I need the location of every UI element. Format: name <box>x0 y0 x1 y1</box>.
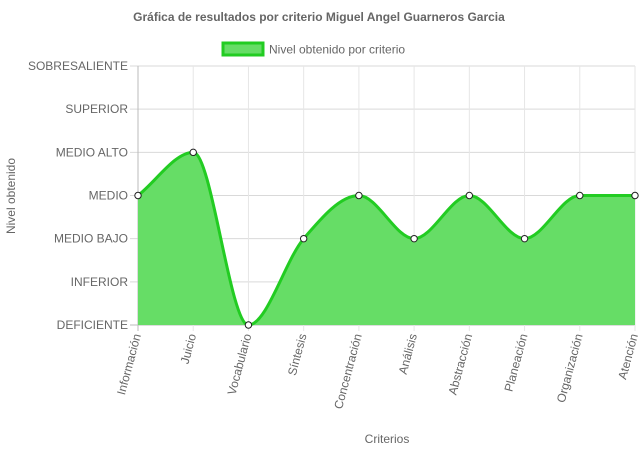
y-tick-label: SUPERIOR <box>65 102 128 116</box>
data-point[interactable] <box>520 234 529 243</box>
x-tick-label: Atención <box>615 332 639 381</box>
y-tick-label: MEDIO ALTO <box>56 145 128 159</box>
data-point[interactable] <box>465 191 474 200</box>
y-tick-label: SOBRESALIENTE <box>28 59 128 73</box>
x-tick-label: Síntesis <box>285 332 310 377</box>
x-tick-label: Organización <box>554 332 586 404</box>
x-tick-label: Vocabulario <box>225 332 255 397</box>
y-tick-label: DEFICIENTE <box>57 318 128 332</box>
chart-title: Gráfica de resultados por criterio Migue… <box>133 10 505 24</box>
legend[interactable]: Nivel obtenido por criterio <box>221 41 405 57</box>
data-point[interactable] <box>299 234 308 243</box>
y-axis: DEFICIENTE INFERIOR MEDIO BAJO MEDIO MEDIO A… <box>28 59 128 332</box>
x-tick-label: Análisis <box>396 332 420 376</box>
x-tick-label: Concentración <box>331 332 365 410</box>
y-tick-label: MEDIO BAJO <box>54 232 128 246</box>
plot-area <box>134 148 639 329</box>
data-point[interactable] <box>355 191 363 200</box>
data-point[interactable] <box>410 234 418 243</box>
x-tick-label: Abstracción <box>445 332 475 396</box>
x-tick-label: Planeación <box>502 332 531 393</box>
data-point[interactable] <box>134 191 142 200</box>
series-line <box>137 150 635 327</box>
x-axis-title: Criterios <box>365 432 410 446</box>
x-tick-label: Juicio <box>178 332 200 366</box>
series-area-fill <box>138 152 635 325</box>
y-tick-label: MEDIO <box>89 189 128 203</box>
data-point[interactable] <box>244 321 253 329</box>
y-axis-title: Nivel obtenido <box>4 158 18 234</box>
legend-label: Nivel obtenido por criterio <box>269 43 405 57</box>
x-tick-label: Información <box>114 332 144 396</box>
x-axis: Información Juicio Vocabulario Síntesis Conc… <box>114 332 639 411</box>
data-point[interactable] <box>631 191 639 200</box>
data-point[interactable] <box>189 148 197 157</box>
y-tick-label: INFERIOR <box>71 275 129 289</box>
legend-swatch <box>221 41 265 57</box>
data-point[interactable] <box>576 191 584 200</box>
